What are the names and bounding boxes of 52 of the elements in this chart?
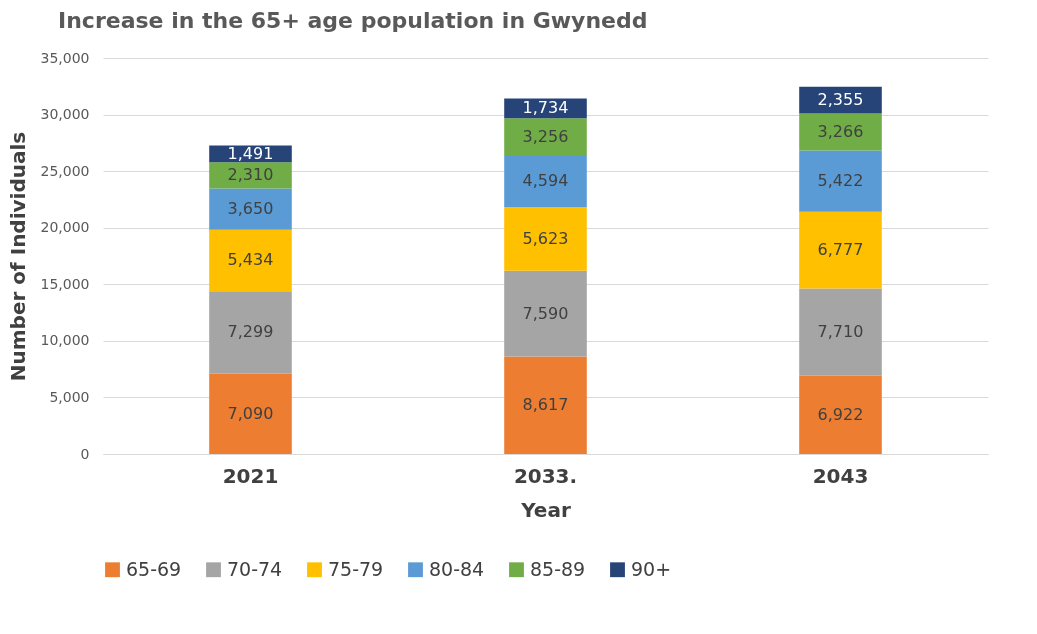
data-label: 3,266	[817, 121, 864, 141]
y-tick-label: 20,000	[40, 219, 90, 236]
data-label: 2,310	[227, 165, 274, 185]
bar	[504, 356, 587, 454]
data-label: 4,594	[522, 171, 569, 191]
bar	[799, 113, 882, 151]
data-label: 1,734	[522, 98, 569, 118]
x-tick-label: 2043	[812, 463, 869, 488]
y-tick-label: 10,000	[40, 332, 90, 349]
y-tick-label: 35,000	[40, 49, 90, 66]
legend-label: 90+	[631, 557, 672, 580]
bar	[209, 229, 292, 292]
bar	[799, 150, 882, 212]
legend-label: 75-79	[328, 557, 384, 580]
x-axis-title: Year	[520, 497, 571, 522]
legend-label: 65-69	[126, 557, 182, 580]
data-label: 3,256	[522, 126, 569, 146]
data-label: 8,617	[522, 395, 569, 415]
data-label: 5,434	[227, 250, 274, 270]
bar	[504, 118, 587, 156]
data-label: 3,650	[227, 199, 274, 219]
data-label: 1,491	[227, 143, 274, 163]
data-label: 5,623	[522, 228, 569, 248]
y-axis-title: Number of Individuals	[5, 131, 30, 382]
bar	[504, 270, 587, 357]
bar	[799, 375, 882, 454]
y-tick-label: 30,000	[40, 106, 90, 123]
bar	[799, 211, 882, 289]
legend-label: 70-74	[227, 557, 283, 580]
data-label: 7,710	[817, 322, 864, 342]
y-tick-label: 5,000	[49, 388, 90, 405]
data-label: 6,922	[817, 404, 864, 424]
bar	[799, 288, 882, 376]
data-label: 7,090	[227, 403, 274, 423]
legend-label: 80-84	[429, 557, 485, 580]
data-label: 7,299	[227, 322, 274, 342]
bar	[209, 373, 292, 454]
x-tick-label: 2021	[222, 463, 279, 488]
data-label: 5,422	[817, 171, 864, 191]
chart-title: Increase in the 65+ age population in Gwynedd	[58, 8, 648, 33]
y-tick-label: 0	[80, 445, 90, 462]
y-tick-label: 25,000	[40, 162, 90, 179]
y-tick-label: 15,000	[40, 275, 90, 292]
x-tick-label: 2033.	[513, 463, 578, 488]
bar	[209, 188, 292, 230]
data-label: 2,355	[817, 90, 864, 110]
bar	[209, 291, 292, 374]
legend-label: 85-89	[530, 557, 586, 580]
data-label: 6,777	[817, 240, 864, 260]
data-label: 7,590	[522, 303, 569, 323]
bar	[504, 155, 587, 208]
bar	[504, 207, 587, 271]
